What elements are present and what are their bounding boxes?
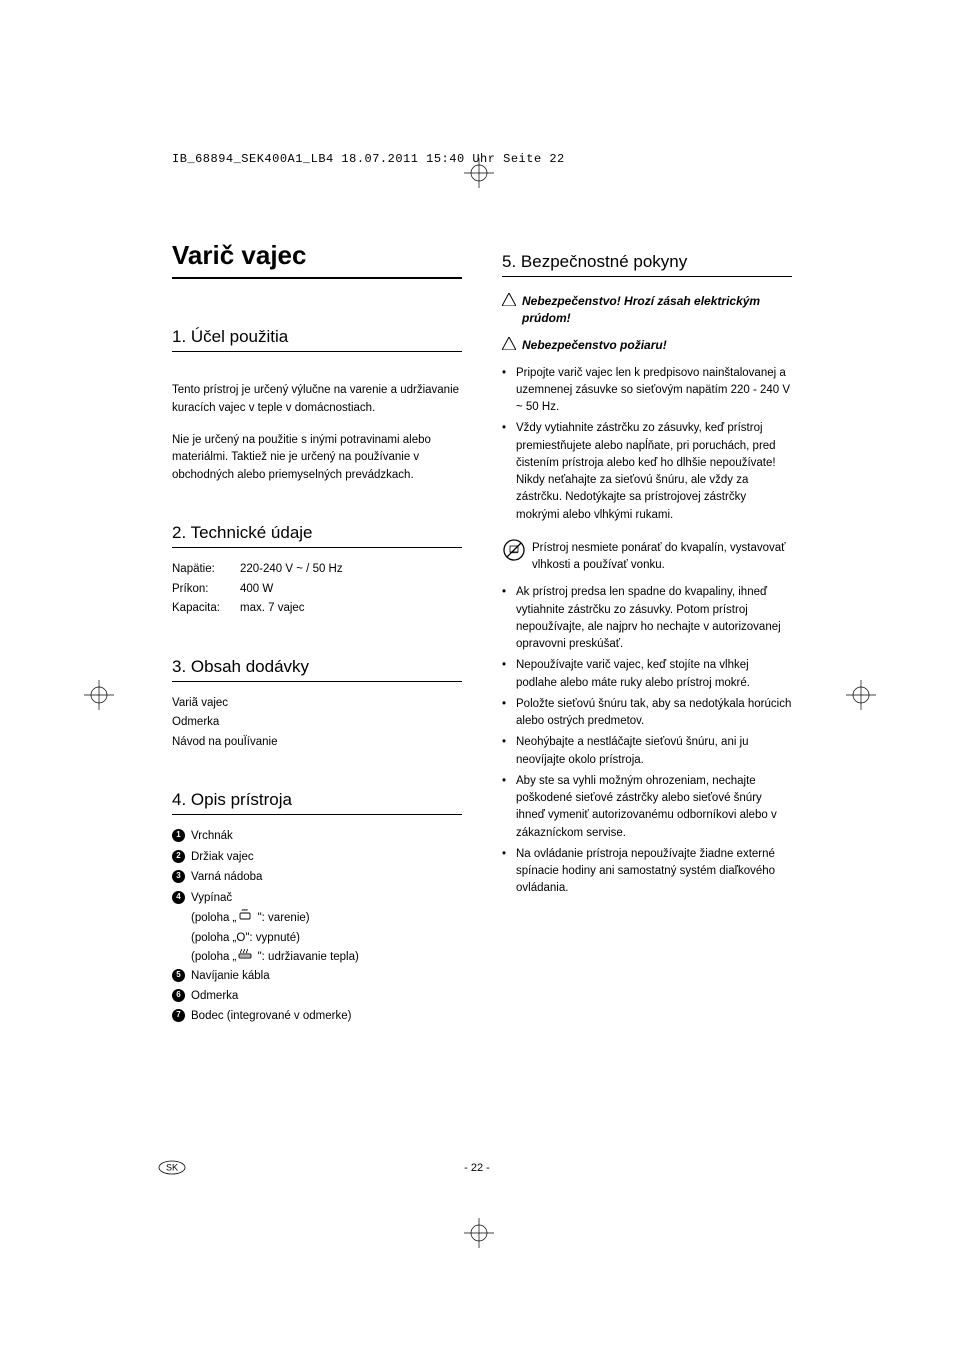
part-label: Vypínač: [191, 889, 462, 907]
bullet-icon: •: [502, 657, 516, 692]
sub-text: ": udržiavanie tepla): [254, 951, 358, 963]
list-item: Odmerka: [172, 713, 462, 733]
bullet-text: Neohýbajte a nestláčajte sieťovú šnúru, …: [516, 734, 792, 769]
list-item: •Neohýbajte a nestláčajte sieťovú šnúru,…: [502, 734, 792, 769]
list-item: 7 Bodec (integrované v odmerke): [172, 1007, 462, 1025]
bullet-icon: •: [502, 734, 516, 769]
no-liquid-icon: [502, 538, 528, 575]
prohibit-block: Prístroj nesmiete ponárať do kvapalín, v…: [502, 538, 792, 575]
bullet-icon: •: [502, 846, 516, 898]
part-label: Odmerka: [191, 987, 462, 1005]
warning-triangle-icon: [502, 293, 518, 327]
list-item: •Ak prístroj predsa len spadne do kvapal…: [502, 584, 792, 653]
spec-value: 400 W: [240, 580, 273, 600]
page-content: Varič vajec 1. Účel použitia Tento príst…: [172, 240, 792, 1028]
spec-label: Príkon:: [172, 580, 240, 600]
list-item: •Pripojte varič vajec len k predpisovo n…: [502, 365, 792, 417]
warning-shock: Nebezpečenstvo! Hrozí zásah elektrickým …: [502, 293, 792, 327]
section-1-heading: 1. Účel použitia: [172, 327, 462, 352]
list-item: 1 Vrchnák: [172, 827, 462, 845]
section-4-heading: 4. Opis prístroja: [172, 790, 462, 815]
number-badge-icon: 7: [172, 1009, 185, 1022]
bullet-icon: •: [502, 696, 516, 731]
number-badge-icon: 4: [172, 891, 185, 904]
list-item: 4 Vypínač: [172, 889, 462, 907]
spec-row: Príkon: 400 W: [172, 580, 462, 600]
print-header: IB_68894_SEK400A1_LB4 18.07.2011 15:40 U…: [172, 152, 565, 166]
prohibit-text: Prístroj nesmiete ponárať do kvapalín, v…: [532, 538, 792, 575]
part-label: Vrchnák: [191, 827, 462, 845]
part-sub-b: (poloha „O": vypnuté): [172, 929, 462, 947]
cook-icon: [238, 909, 252, 927]
list-item: 3 Varná nádoba: [172, 868, 462, 886]
registration-mark-right: [846, 680, 876, 710]
sub-text: (poloha „: [191, 912, 236, 924]
left-column: Varič vajec 1. Účel použitia Tento príst…: [172, 240, 462, 1028]
parts-list: 1 Vrchnák 2 Držiak vajec 3 Varná nádoba 4 Vy…: [172, 827, 462, 1025]
bullet-text: Aby ste sa vyhli možným ohrozeniam, nech…: [516, 773, 792, 842]
part-sub-a: (poloha „ ": varenie): [172, 909, 462, 928]
registration-mark-bottom: [464, 1218, 494, 1248]
bullet-icon: •: [502, 773, 516, 842]
spec-value: 220-240 V ~ / 50 Hz: [240, 560, 343, 580]
spec-label: Napätie:: [172, 560, 240, 580]
warning-fire: Nebezpečenstvo požiaru!: [502, 337, 792, 355]
list-item: •Aby ste sa vyhli možným ohrozeniam, nec…: [502, 773, 792, 842]
bullet-text: Položte sieťovú šnúru tak, aby sa nedotý…: [516, 696, 792, 731]
spec-label: Kapacita:: [172, 599, 240, 619]
safety-list-1: •Pripojte varič vajec len k predpisovo n…: [502, 365, 792, 524]
part-label: Varná nádoba: [191, 868, 462, 886]
safety-list-2: •Ak prístroj predsa len spadne do kvapal…: [502, 584, 792, 897]
right-column: 5. Bezpečnostné pokyny Nebezpečenstvo! H…: [502, 240, 792, 1028]
section-1-para-1: Tento prístroj je určený výlučne na vare…: [172, 382, 462, 418]
warning-text: Nebezpečenstvo požiaru!: [522, 337, 667, 355]
section-5-heading: 5. Bezpečnostné pokyny: [502, 252, 792, 277]
registration-mark-left: [84, 680, 114, 710]
spec-row: Napätie: 220-240 V ~ / 50 Hz: [172, 560, 462, 580]
number-badge-icon: 6: [172, 989, 185, 1002]
bullet-icon: •: [502, 584, 516, 653]
number-badge-icon: 5: [172, 969, 185, 982]
number-badge-icon: 2: [172, 850, 185, 863]
part-label: Držiak vajec: [191, 848, 462, 866]
list-item: 2 Držiak vajec: [172, 848, 462, 866]
warning-text: Nebezpečenstvo! Hrozí zásah elektrickým …: [522, 293, 792, 327]
part-sub-c: (poloha „ ": udržiavanie tepla): [172, 948, 462, 967]
bullet-icon: •: [502, 420, 516, 524]
section-2-heading: 2. Technické údaje: [172, 523, 462, 548]
spec-value: max. 7 vajec: [240, 599, 305, 619]
list-item: •Na ovládanie prístroja nepoužívajte žia…: [502, 846, 792, 898]
bullet-text: Nepoužívajte varič vajec, keď stojíte na…: [516, 657, 792, 692]
warning-triangle-icon: [502, 337, 518, 355]
part-label: Bodec (integrované v odmerke): [191, 1007, 462, 1025]
bullet-text: Na ovládanie prístroja nepoužívajte žiad…: [516, 846, 792, 898]
list-item: •Nepoužívajte varič vajec, keď stojíte n…: [502, 657, 792, 692]
page-title: Varič vajec: [172, 240, 462, 279]
bullet-text: Pripojte varič vajec len k predpisovo na…: [516, 365, 792, 417]
list-item: Variã vajec: [172, 694, 462, 714]
spec-row: Kapacita: max. 7 vajec: [172, 599, 462, 619]
number-badge-icon: 3: [172, 870, 185, 883]
section-1-para-2: Nie je určený na použitie s inými potrav…: [172, 432, 462, 485]
list-item: •Položte sieťovú šnúru tak, aby sa nedot…: [502, 696, 792, 731]
sub-text: ": varenie): [254, 912, 309, 924]
spec-table: Napätie: 220-240 V ~ / 50 Hz Príkon: 400…: [172, 560, 462, 619]
list-item: 5 Navíjanie kábla: [172, 967, 462, 985]
list-item: 6 Odmerka: [172, 987, 462, 1005]
list-item: Návod na pouÏívanie: [172, 733, 462, 753]
sub-text: (poloha „: [191, 951, 236, 963]
keepwarm-icon: [238, 948, 252, 966]
scope-list: Variã vajec Odmerka Návod na pouÏívanie: [172, 694, 462, 753]
part-label: Navíjanie kábla: [191, 967, 462, 985]
list-item: •Vždy vytiahnite zástrčku zo zásuvky, ke…: [502, 420, 792, 524]
bullet-text: Vždy vytiahnite zástrčku zo zásuvky, keď…: [516, 420, 792, 524]
registration-mark-top: [464, 158, 494, 188]
bullet-text: Ak prístroj predsa len spadne do kvapali…: [516, 584, 792, 653]
number-badge-icon: 1: [172, 829, 185, 842]
section-3-heading: 3. Obsah dodávky: [172, 657, 462, 682]
bullet-icon: •: [502, 365, 516, 417]
page-number: - 22 -: [0, 1162, 954, 1174]
